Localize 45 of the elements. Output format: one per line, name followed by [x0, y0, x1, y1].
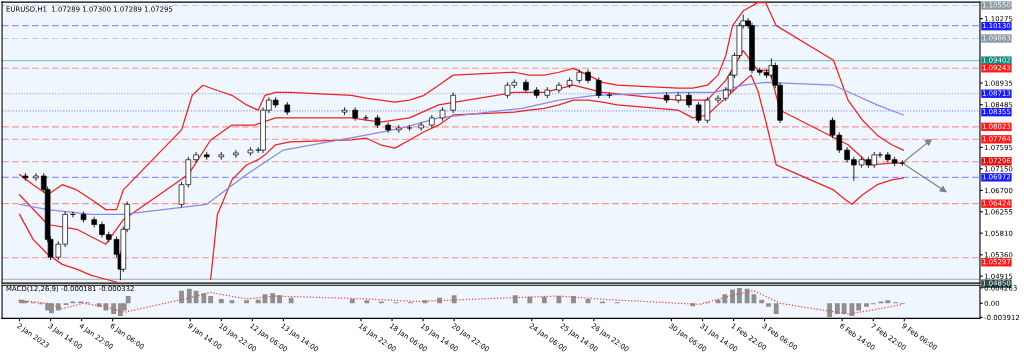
bar [186, 288, 192, 304]
candlestick [193, 151, 199, 163]
bar [841, 303, 847, 315]
bar [773, 303, 779, 315]
candlestick [233, 149, 239, 159]
bar [722, 294, 728, 304]
bar [103, 303, 109, 311]
bar [766, 303, 771, 307]
candlestick [695, 101, 702, 124]
bar [201, 293, 207, 304]
bar [364, 300, 370, 304]
bar [849, 303, 855, 316]
bar [730, 289, 735, 304]
bar [736, 288, 742, 304]
bar [208, 296, 214, 304]
candlestick [523, 79, 529, 94]
bar [556, 296, 562, 304]
bar [527, 296, 533, 304]
bar [856, 303, 862, 311]
bar [111, 303, 117, 315]
bar [541, 296, 547, 304]
bar [834, 303, 840, 315]
candlestick [450, 92, 456, 114]
bar [571, 296, 576, 304]
bar [179, 290, 184, 304]
bar [827, 303, 833, 317]
line-series [18, 81, 904, 216]
bar [864, 303, 869, 307]
bar [193, 290, 199, 304]
bar [288, 297, 294, 304]
bar [270, 293, 276, 304]
bar [451, 295, 457, 304]
bar [218, 298, 224, 304]
bar [49, 303, 54, 314]
bar [244, 300, 249, 304]
candlestick [704, 96, 711, 124]
candlestick [595, 77, 602, 99]
bar [277, 295, 282, 304]
candlestick [715, 94, 721, 104]
candlestick [556, 81, 562, 94]
candlestick [363, 114, 369, 122]
bar [885, 300, 891, 304]
candlestick [33, 172, 39, 182]
bar [512, 295, 518, 304]
bar [349, 298, 355, 304]
